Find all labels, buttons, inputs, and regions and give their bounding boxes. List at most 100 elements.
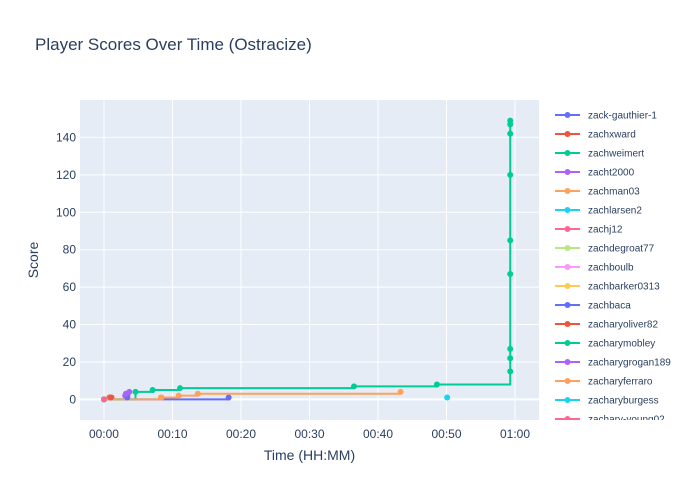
tick-labels: 00:00 00:10 00:20 00:30 00:40 00:50 01:00 0 20 40… <box>56 130 530 441</box>
legend-label: zachbarker0313 <box>588 282 660 293</box>
chart-title: Player Scores Over Time (Ostracize) <box>35 35 312 54</box>
legend-label: zachj12 <box>588 225 623 236</box>
legend-swatch-marker <box>564 264 571 270</box>
series-zachlarsen2 <box>444 394 451 401</box>
legend-item[interactable]: zachary-young02 <box>555 415 665 426</box>
legend-label: zacht2000 <box>588 168 635 179</box>
data-point[interactable] <box>433 381 440 388</box>
legend-item[interactable]: zacharyferraro <box>555 377 653 388</box>
y-tick-label: 120 <box>56 168 76 182</box>
legend-swatch-marker <box>564 302 571 308</box>
y-tick-label: 0 <box>69 392 76 406</box>
y-tick-label: 100 <box>56 205 76 219</box>
legend-swatch-marker <box>564 188 571 194</box>
data-point[interactable] <box>107 394 114 401</box>
legend-swatch-marker <box>564 207 571 213</box>
legend-item[interactable]: zachman03 <box>555 187 640 198</box>
y-tick-label: 40 <box>63 318 77 332</box>
data-point[interactable] <box>507 237 514 244</box>
data-point[interactable] <box>507 355 514 362</box>
x-tick-label: 00:00 <box>89 427 119 441</box>
data-point[interactable] <box>507 130 514 137</box>
legend-swatch-marker <box>564 283 571 289</box>
legend-label: zachbaca <box>588 301 631 312</box>
legend-label: zacharyferraro <box>588 377 653 388</box>
legend-label: zack-gauthier-1 <box>588 111 657 122</box>
legend-label: zachdegroat77 <box>588 244 655 255</box>
data-point[interactable] <box>507 171 514 178</box>
data-point[interactable] <box>149 387 156 394</box>
y-tick-label: 60 <box>63 280 77 294</box>
data-point[interactable] <box>225 394 232 401</box>
data-point[interactable] <box>175 392 182 399</box>
series-layer <box>100 117 514 403</box>
legend-item[interactable]: zachboulb <box>555 263 634 274</box>
legend-item[interactable]: zack-gauthier-1 <box>555 111 657 122</box>
x-tick-label: 00:20 <box>226 427 256 441</box>
legend-item[interactable]: zachj12 <box>555 225 623 236</box>
legend-swatch-marker <box>564 169 571 175</box>
x-tick-label: 00:50 <box>431 427 461 441</box>
legend-item[interactable]: zacht2000 <box>555 168 635 179</box>
y-tick-label: 140 <box>56 130 76 144</box>
data-point[interactable] <box>397 388 404 395</box>
legend-label: zacharygrogan189 <box>588 358 671 369</box>
legend-swatch-marker <box>564 359 571 365</box>
legend-swatch-marker <box>564 245 571 251</box>
legend-label: zachman03 <box>588 187 640 198</box>
legend-label: zachweimert <box>588 149 644 160</box>
data-point[interactable] <box>507 117 514 124</box>
legend-swatch-marker <box>564 112 571 118</box>
data-point[interactable] <box>507 345 514 352</box>
series-zacharyferraro <box>158 394 165 401</box>
legend-swatch-marker <box>564 150 571 156</box>
x-tick-label: 00:10 <box>157 427 187 441</box>
data-point[interactable] <box>507 271 514 278</box>
series-zacharygrogan189 <box>122 390 129 397</box>
legend-item[interactable]: zacharyburgess <box>555 396 659 407</box>
legend-item[interactable]: zachbaca <box>555 301 631 312</box>
legend-item[interactable]: zachbarker0313 <box>555 282 660 293</box>
legend-label: zachxward <box>588 130 636 141</box>
legend-swatch-marker <box>564 378 571 384</box>
series-zacharyoliver82 <box>107 394 114 401</box>
legend-item[interactable]: zachdegroat77 <box>555 244 655 255</box>
data-point[interactable] <box>444 394 451 401</box>
legend-item[interactable]: zacharygrogan189 <box>555 358 671 369</box>
legend-item[interactable]: zachxward <box>555 130 636 141</box>
legend-label: zachboulb <box>588 263 634 274</box>
data-point[interactable] <box>122 390 129 397</box>
x-axis-title: Time (HH:MM) <box>264 447 355 463</box>
series-zachary-young02 <box>100 396 107 403</box>
legend-item[interactable]: zacharymobley <box>555 339 655 350</box>
legend-swatch-marker <box>564 131 571 137</box>
x-tick-label: 00:30 <box>294 427 324 441</box>
legend-label: zachlarsen2 <box>588 206 642 217</box>
legend-swatch-marker <box>564 416 571 420</box>
x-tick-label: 01:00 <box>500 427 530 441</box>
legend-swatch-marker <box>564 340 571 346</box>
data-point[interactable] <box>132 388 139 395</box>
x-tick-label: 00:40 <box>363 427 393 441</box>
y-tick-label: 80 <box>63 243 77 257</box>
legend-label: zacharymobley <box>588 339 655 350</box>
legend-label: zacharyburgess <box>588 396 659 407</box>
legend[interactable]: zack-gauthier-1 zachxward zachweimert zacht… <box>555 111 671 426</box>
data-point[interactable] <box>351 383 358 390</box>
data-point[interactable] <box>158 394 165 401</box>
legend-swatch-marker <box>564 397 571 403</box>
data-point[interactable] <box>100 396 107 403</box>
y-tick-label: 20 <box>63 355 77 369</box>
data-point[interactable] <box>507 368 514 375</box>
data-point[interactable] <box>194 390 201 397</box>
legend-swatch-marker <box>564 321 571 327</box>
legend-swatch-marker <box>564 226 571 232</box>
legend-item[interactable]: zacharyoliver82 <box>555 320 658 331</box>
data-point[interactable] <box>177 385 184 392</box>
legend-label: zachary-young02 <box>588 415 665 426</box>
legend-label: zacharyoliver82 <box>588 320 658 331</box>
legend-item[interactable]: zachlarsen2 <box>555 206 642 217</box>
y-axis-title: Score <box>25 242 41 279</box>
legend-item[interactable]: zachweimert <box>555 149 644 160</box>
